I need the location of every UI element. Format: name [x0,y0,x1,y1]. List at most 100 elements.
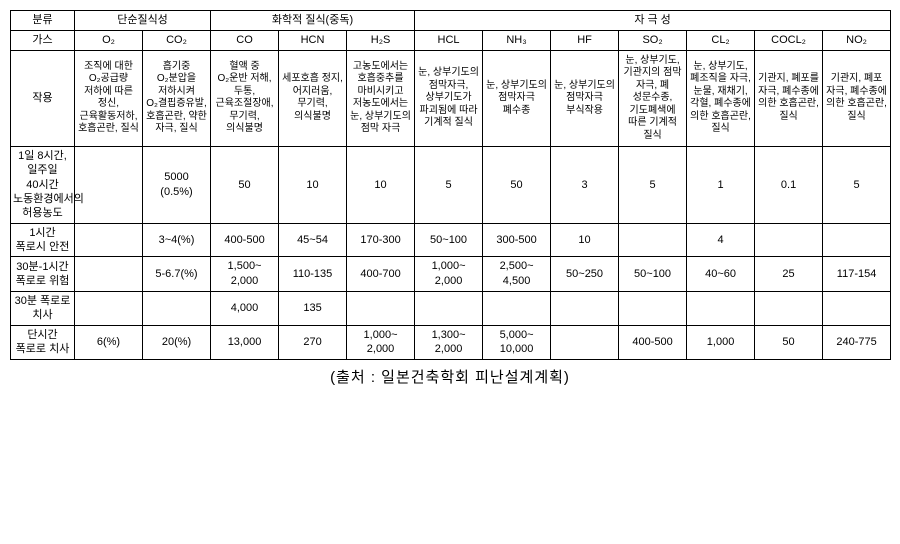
hdr-gas-1: CO₂ [143,30,211,50]
cell-death30-10 [755,291,823,325]
cell-safe1h-8 [619,223,687,257]
cell-allow-8: 5 [619,147,687,223]
cell-deathshort-8: 400-500 [619,325,687,360]
cell-safe1h-5: 50~100 [415,223,483,257]
cell-danger-3: 110-135 [279,257,347,292]
cell-deathshort-7 [551,325,619,360]
cell-death30-0 [75,291,143,325]
cell-effect-1: 흡기중 O₂분압을 저하시켜 O₂결핍증유발, 호흡곤란, 약한 자극, 질식 [143,50,211,147]
cell-allow-10: 0.1 [755,147,823,223]
cell-effect-0: 조직에 대한 O₂공급량 저하에 따른 정신, 근육활동저하, 호흡곤란, 질식 [75,50,143,147]
cell-deathshort-6: 5,000~10,000 [483,325,551,360]
cell-safe1h-7: 10 [551,223,619,257]
hdr-gas-11: NO₂ [823,30,891,50]
cell-danger-9: 40~60 [687,257,755,292]
cell-effect-2: 혈액 중 O₂운반 저해, 두통, 근육조절장애, 무기력, 의식불명 [211,50,279,147]
hdr-gas-7: HF [551,30,619,50]
hdr-gas-6: NH₃ [483,30,551,50]
cell-safe1h-10 [755,223,823,257]
cell-effect-4: 고농도에서는 호흡중추를 마비시키고 저농도에서는 눈, 상부기도의 점막 자극 [347,50,415,147]
cell-death30-5 [415,291,483,325]
cell-deathshort-5: 1,300~2,000 [415,325,483,360]
row-death30-label: 30분 폭로로 치사 [11,291,75,325]
cell-safe1h-11 [823,223,891,257]
cell-allow-11: 5 [823,147,891,223]
cell-death30-3: 135 [279,291,347,325]
cell-allow-9: 1 [687,147,755,223]
hdr-simple: 단순질식성 [75,11,211,31]
hdr-gas-label: 가스 [11,30,75,50]
cell-danger-11: 117-154 [823,257,891,292]
row-safe1h-label: 1시간 폭로시 안전 [11,223,75,257]
cell-deathshort-1: 20(%) [143,325,211,360]
row-danger: 30분-1시간 폭로로 위험 5-6.7(%) 1,500~2,000 110-… [11,257,891,292]
cell-death30-9 [687,291,755,325]
hdr-irritant: 자 극 성 [415,11,891,31]
cell-danger-4: 400-700 [347,257,415,292]
cell-danger-10: 25 [755,257,823,292]
cell-effect-6: 눈, 상부기도의 점막자극 폐수종 [483,50,551,147]
row-death30: 30분 폭로로 치사 4,000 135 [11,291,891,325]
row-allow: 1일 8시간, 일주일 40시간 노동환경에서의 허용농도 5000(0.5%)… [11,147,891,223]
cell-effect-5: 눈, 상부기도의 점막자극, 상부기도가 파괴됨에 따라 기계적 질식 [415,50,483,147]
cell-safe1h-1: 3~4(%) [143,223,211,257]
hdr-chemical: 화학적 질식(중독) [211,11,415,31]
row-effect-label: 작용 [11,50,75,147]
cell-effect-3: 세포호흡 정지, 어지러움, 무기력, 의식불명 [279,50,347,147]
cell-death30-6 [483,291,551,325]
cell-allow-4: 10 [347,147,415,223]
hdr-gas-2: CO [211,30,279,50]
cell-death30-2: 4,000 [211,291,279,325]
hdr-gas-3: HCN [279,30,347,50]
cell-death30-11 [823,291,891,325]
cell-death30-4 [347,291,415,325]
cell-danger-2: 1,500~2,000 [211,257,279,292]
cell-death30-7 [551,291,619,325]
cell-deathshort-9: 1,000 [687,325,755,360]
hdr-gas-8: SO₂ [619,30,687,50]
hdr-gas-5: HCL [415,30,483,50]
row-deathshort: 단시간 폭로로 치사 6(%) 20(%) 13,000 270 1,000~2… [11,325,891,360]
source-text: (출처 : 일본건축학회 피난설계계획) [10,366,890,387]
gas-toxicity-table: 분류 단순질식성 화학적 질식(중독) 자 극 성 가스 O₂ CO₂ CO H… [10,10,891,360]
cell-safe1h-2: 400-500 [211,223,279,257]
cell-safe1h-9: 4 [687,223,755,257]
cell-deathshort-0: 6(%) [75,325,143,360]
cell-allow-0 [75,147,143,223]
hdr-gas-9: CL₂ [687,30,755,50]
cell-effect-9: 눈, 상부기도, 폐조직을 자극, 눈물, 재채기, 각혈, 폐수종에 의한 호… [687,50,755,147]
cell-danger-1: 5-6.7(%) [143,257,211,292]
row-allow-label: 1일 8시간, 일주일 40시간 노동환경에서의 허용농도 [11,147,75,223]
header-row-2: 가스 O₂ CO₂ CO HCN H₂S HCL NH₃ HF SO₂ CL₂ … [11,30,891,50]
cell-deathshort-2: 13,000 [211,325,279,360]
cell-danger-5: 1,000~2,000 [415,257,483,292]
hdr-gas-0: O₂ [75,30,143,50]
cell-allow-3: 10 [279,147,347,223]
hdr-category: 분류 [11,11,75,31]
cell-safe1h-4: 170-300 [347,223,415,257]
hdr-gas-4: H₂S [347,30,415,50]
header-row-1: 분류 단순질식성 화학적 질식(중독) 자 극 성 [11,11,891,31]
cell-danger-8: 50~100 [619,257,687,292]
cell-effect-8: 눈, 상부기도, 기관지의 점막 자극, 폐 성문수종, 기도폐색에 따른 기계… [619,50,687,147]
cell-death30-1 [143,291,211,325]
cell-safe1h-0 [75,223,143,257]
cell-deathshort-10: 50 [755,325,823,360]
row-danger-label: 30분-1시간 폭로로 위험 [11,257,75,292]
hdr-gas-10: COCL₂ [755,30,823,50]
cell-deathshort-11: 240-775 [823,325,891,360]
cell-effect-7: 눈, 상부기도의 점막자극 부식작용 [551,50,619,147]
cell-danger-0 [75,257,143,292]
cell-effect-10: 기관지, 폐포를 자극, 폐수종에 의한 호흡곤란, 질식 [755,50,823,147]
cell-deathshort-4: 1,000~2,000 [347,325,415,360]
cell-allow-1: 5000(0.5%) [143,147,211,223]
row-safe1h: 1시간 폭로시 안전 3~4(%) 400-500 45~54 170-300 … [11,223,891,257]
cell-death30-8 [619,291,687,325]
row-effect: 작용 조직에 대한 O₂공급량 저하에 따른 정신, 근육활동저하, 호흡곤란,… [11,50,891,147]
cell-allow-2: 50 [211,147,279,223]
cell-allow-5: 5 [415,147,483,223]
row-deathshort-label: 단시간 폭로로 치사 [11,325,75,360]
cell-effect-11: 기관지, 폐포 자극, 폐수종에 의한 호흡곤란, 질식 [823,50,891,147]
cell-allow-6: 50 [483,147,551,223]
cell-safe1h-3: 45~54 [279,223,347,257]
